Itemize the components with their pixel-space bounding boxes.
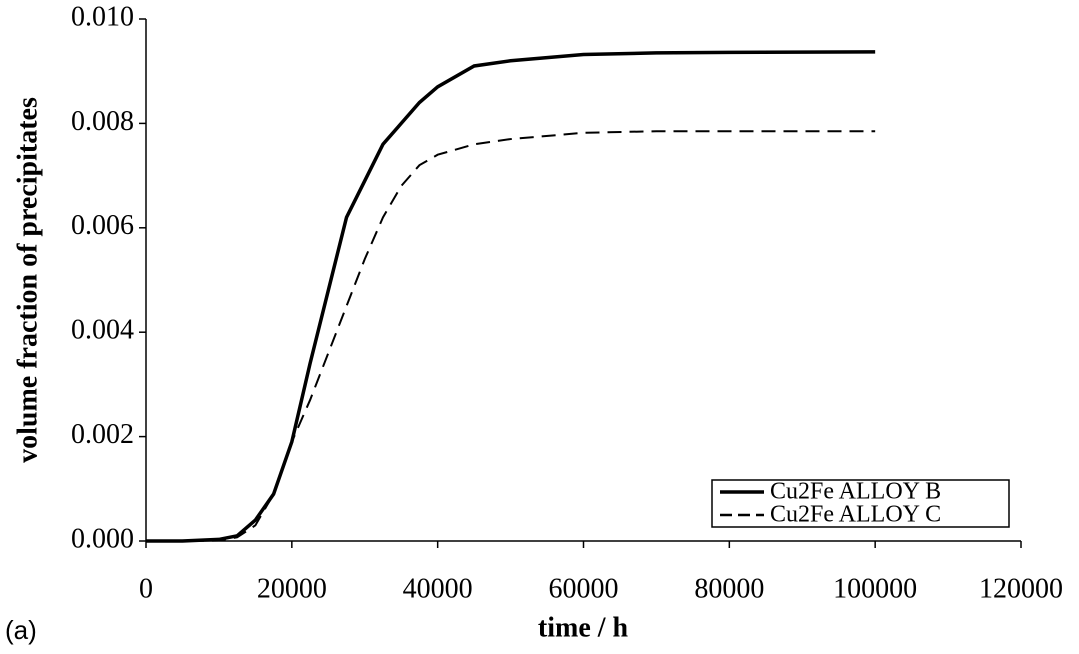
x-tick-label: 80000 <box>694 573 764 604</box>
x-tick-label: 60000 <box>549 573 619 604</box>
y-tick-label: 0.002 <box>71 419 134 450</box>
x-axis-label: time / h <box>538 612 629 643</box>
legend-label: Cu2Fe ALLOY C <box>770 502 941 528</box>
x-tick-label: 120000 <box>979 573 1063 604</box>
y-axis-label: volume fraction of precipitates <box>12 97 43 463</box>
panel-label: (a) <box>5 615 37 645</box>
y-tick-label: 0.006 <box>71 210 134 241</box>
y-tick-label: 0.000 <box>71 523 134 554</box>
series-line <box>146 130 876 542</box>
x-tick-label: 20000 <box>257 573 327 604</box>
legend-box <box>711 479 1010 528</box>
y-tick-label: 0.004 <box>71 315 134 346</box>
y-tick-label: 0.010 <box>71 1 134 32</box>
series-line <box>146 50 876 543</box>
x-tick-label: 40000 <box>403 573 473 604</box>
legend-label: Cu2Fe ALLOY B <box>770 479 941 505</box>
x-tick-label: 100000 <box>833 573 917 604</box>
y-tick-label: 0.008 <box>71 106 134 137</box>
x-tick-label: 0 <box>139 573 153 604</box>
